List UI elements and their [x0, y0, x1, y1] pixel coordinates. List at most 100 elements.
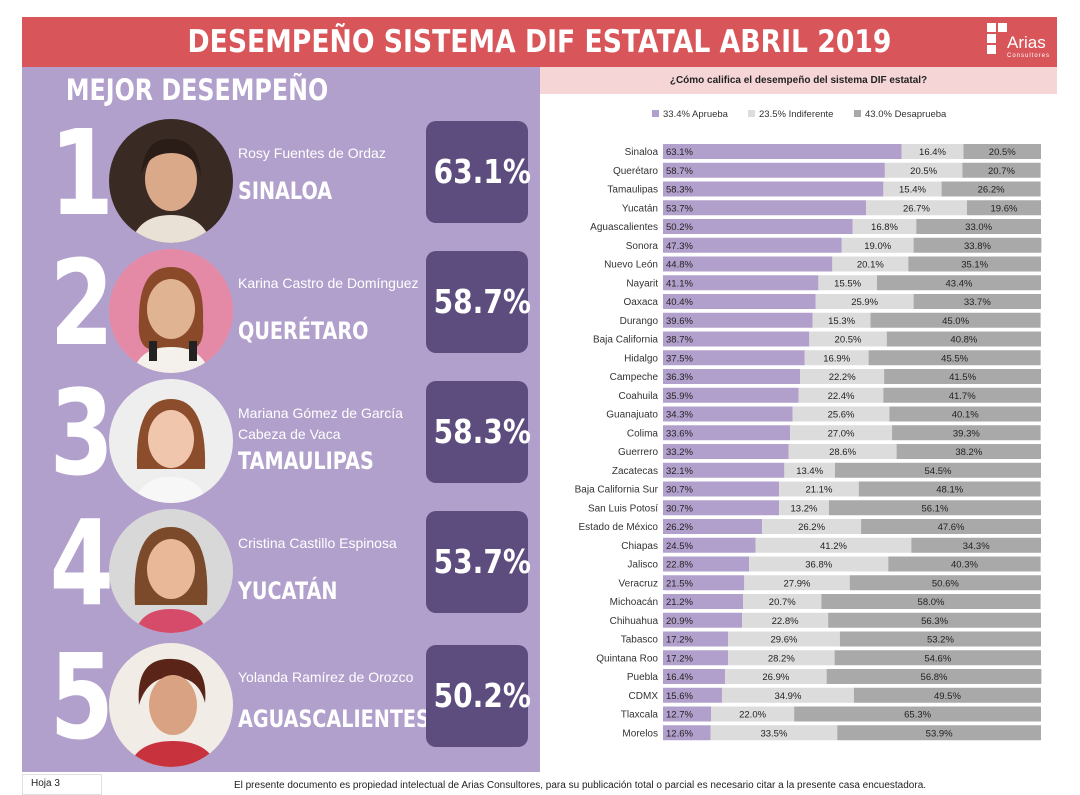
category-label: Michoacán: [610, 597, 658, 608]
bar-segment-desaprueba: [828, 612, 1041, 628]
data-label-aprueba: 37.5%: [666, 353, 693, 364]
bar-segment-indiferente: [804, 350, 869, 366]
bar-segment-indiferente: [812, 312, 871, 328]
data-label-indiferente: 15.4%: [899, 185, 926, 196]
category-label: Sinaloa: [625, 147, 659, 158]
bar-segment-desaprueba: [963, 144, 1041, 159]
bar-segment-desaprueba: [896, 444, 1041, 459]
rank-person-name: Cristina Castillo Espinosa: [238, 535, 397, 551]
data-label-desaprueba: 40.8%: [950, 335, 977, 346]
bar-segment-aprueba: [663, 669, 725, 684]
data-label-desaprueba: 45.0%: [942, 316, 969, 327]
bar-segment-aprueba: [663, 237, 842, 253]
bar-segment-indiferente: [790, 425, 893, 441]
bar-segment-indiferente: [809, 331, 887, 347]
bar-segment-desaprueba: [889, 406, 1041, 422]
bar-segment-aprueba: [663, 537, 756, 553]
legend-item-indiferente: 23.5% Indiferente: [748, 109, 833, 120]
data-label-indiferente: 20.7%: [769, 597, 796, 608]
chart-title: ¿Cómo califica el desempeño del sistema …: [669, 75, 928, 86]
bar-segment-indiferente: [749, 556, 889, 572]
category-label: Baja California Sur: [575, 485, 659, 496]
data-label-indiferente: 41.2%: [820, 541, 847, 552]
data-label-indiferente: 20.5%: [835, 335, 862, 346]
bar-segment-indiferente: [841, 237, 914, 253]
bar-segment-aprueba: [663, 631, 729, 647]
legend-item-aprueba: 33.4% Aprueba: [652, 109, 728, 120]
category-label: Yucatán: [622, 203, 658, 214]
data-label-indiferente: 25.6%: [828, 410, 855, 421]
data-label-aprueba: 50.2%: [666, 222, 693, 233]
bar-segment-indiferente: [744, 575, 850, 591]
data-label-desaprueba: 56.8%: [921, 672, 948, 683]
rank-percentage: 63.1%: [433, 152, 531, 191]
category-label: Quintana Roo: [596, 653, 658, 664]
category-label: Nayarit: [626, 278, 658, 289]
bar-segment-desaprueba: [884, 369, 1041, 384]
category-label: Zacatecas: [612, 466, 658, 477]
rank-percentage: 50.2%: [433, 676, 531, 715]
data-label-aprueba: 21.5%: [666, 578, 693, 589]
bar-segment-desaprueba: [883, 387, 1041, 403]
data-label-aprueba: 12.6%: [666, 728, 693, 739]
category-label: Estado de México: [579, 522, 659, 533]
bar-segment-indiferente: [883, 181, 942, 197]
bar-segment-aprueba: [663, 462, 785, 478]
data-label-desaprueba: 45.5%: [941, 353, 968, 364]
data-label-indiferente: 26.9%: [762, 672, 789, 683]
bar-segment-aprueba: [663, 481, 780, 497]
bar-segment-aprueba: [663, 650, 729, 666]
data-label-desaprueba: 33.0%: [965, 222, 992, 233]
bar-segment-aprueba: [663, 706, 712, 722]
bar-segment-desaprueba: [913, 294, 1041, 309]
rank-percentage: 58.7%: [433, 282, 531, 321]
bar-segment-aprueba: [663, 369, 801, 384]
bar-segment-desaprueba: [886, 331, 1041, 347]
category-label: Durango: [620, 316, 659, 327]
bar-segment-aprueba: [663, 312, 813, 328]
data-label-aprueba: 38.7%: [666, 335, 693, 346]
rank-number: 2: [49, 234, 114, 372]
category-label: Oaxaca: [624, 297, 659, 308]
legend-label: 23.5% Indiferente: [759, 109, 834, 120]
bar-segment-desaprueba: [858, 481, 1041, 497]
bar-segment-desaprueba: [870, 312, 1041, 328]
rank-card-1: 1 Rosy Fuentes de Ordaz SINALOA 63.1%: [22, 109, 540, 243]
rank-percentage-box: 53.7%: [426, 511, 531, 613]
rank-percentage: 58.3%: [433, 412, 531, 451]
rank-percentage-box: 50.2%: [426, 645, 531, 747]
category-label: Campeche: [610, 372, 659, 383]
data-label-indiferente: 15.5%: [834, 278, 861, 289]
data-label-indiferente: 29.6%: [770, 635, 797, 646]
bar-segment-desaprueba: [941, 181, 1041, 197]
legend-swatch-icon: [854, 110, 861, 117]
data-label-aprueba: 17.2%: [666, 653, 693, 664]
rank-percentage-box: 58.3%: [426, 381, 531, 483]
data-label-desaprueba: 40.1%: [952, 410, 979, 421]
rank-card-5: 5 Yolanda Ramírez de Orozco AGUASCALIENT…: [22, 633, 540, 767]
data-label-aprueba: 24.5%: [666, 541, 693, 552]
data-label-aprueba: 63.1%: [666, 147, 693, 158]
portrait-icon: [109, 249, 233, 373]
rank-state: SINALOA: [238, 177, 333, 205]
rank-card-2: 2 Karina Castro de Domínguez QUERÉTARO 5…: [22, 239, 540, 373]
bar-segment-aprueba: [663, 575, 745, 591]
bar-segment-aprueba: [663, 256, 833, 272]
data-label-desaprueba: 54.6%: [924, 653, 951, 664]
bar-segment-indiferente: [721, 687, 854, 703]
data-label-aprueba: 30.7%: [666, 503, 693, 514]
rank-card-4: 4 Cristina Castillo Espinosa YUCATÁN 53.…: [22, 499, 540, 633]
bar-segment-indiferente: [742, 612, 829, 628]
rank-number: 5: [49, 628, 114, 766]
rank-percentage: 53.7%: [433, 542, 531, 581]
data-label-desaprueba: 53.9%: [926, 728, 953, 739]
bar-segment-indiferente: [743, 594, 822, 609]
bar-segment-desaprueba: [868, 350, 1041, 366]
rank-number: 1: [49, 104, 114, 242]
data-label-aprueba: 53.7%: [666, 203, 693, 214]
data-label-desaprueba: 20.7%: [988, 166, 1015, 177]
data-label-indiferente: 20.1%: [857, 260, 884, 271]
portrait-photo: [109, 119, 233, 243]
bar-segment-desaprueba: [828, 500, 1041, 516]
data-label-desaprueba: 19.6%: [990, 203, 1017, 214]
